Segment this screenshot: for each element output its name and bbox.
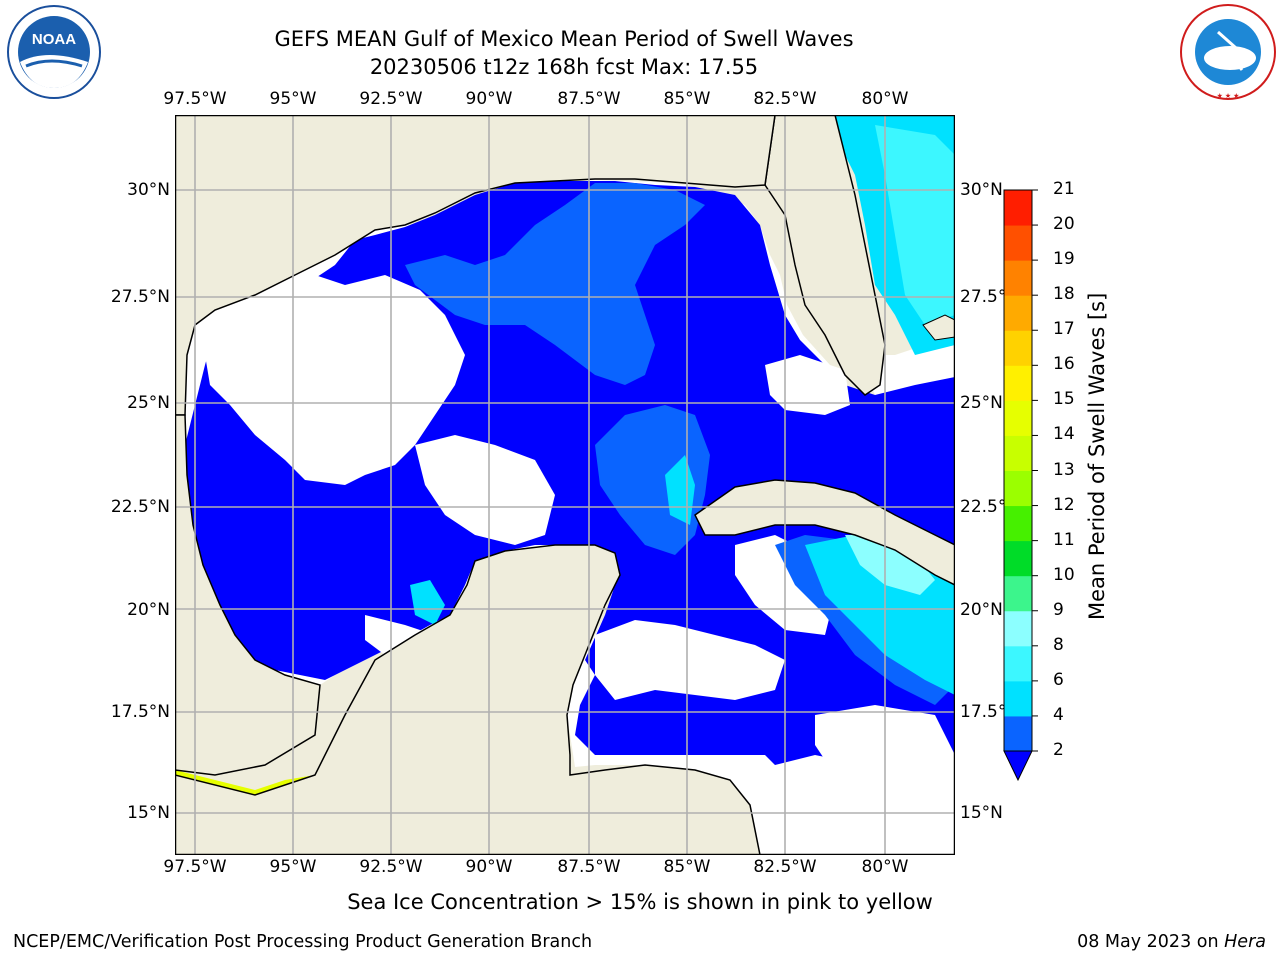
- colorbar-band: [1004, 260, 1032, 296]
- colorbar-tick-label: 8: [1053, 634, 1064, 655]
- yucatan-land: [175, 544, 761, 855]
- lat-tick-right: 15°N: [960, 803, 1003, 823]
- colorbar-band: [1004, 505, 1032, 542]
- sea-ice-note: Sea Ice Concentration > 15% is shown in …: [347, 890, 933, 914]
- nodata-patch-center: [415, 435, 555, 545]
- florida-land: [764, 115, 886, 396]
- colorbar-band: [1004, 330, 1032, 366]
- noaa-logo: NOAA: [7, 5, 101, 99]
- noaa-logo-text: NOAA: [32, 31, 76, 48]
- colorbar-tick-label: 18: [1053, 284, 1075, 305]
- colorbar-band: [1004, 190, 1032, 226]
- colorbar-tick-label: 16: [1053, 354, 1075, 375]
- lat-tick-left: 27.5°N: [110, 287, 170, 307]
- lat-tick-right: 30°N: [960, 180, 1003, 200]
- swell-field-8s-florida: [875, 125, 955, 325]
- chart-subtitle: 20230506 t12z 168h fcst Max: 17.55: [369, 55, 759, 79]
- colorbar: [1003, 189, 1038, 782]
- map-plot: [175, 115, 955, 855]
- colorbar-band: [1004, 680, 1032, 717]
- lat-tick-right: 22.5°: [960, 497, 1007, 517]
- colorbar-band: [1004, 225, 1032, 261]
- bahamas-islands: [922, 314, 955, 341]
- lon-tick-bottom: 97.5°W: [163, 857, 227, 877]
- colorbar-tick-label: 4: [1053, 704, 1064, 725]
- nodata-patch-caribbean: [595, 620, 785, 700]
- colorbar-tick-label: 9: [1053, 599, 1064, 620]
- colorbar-band: [1004, 470, 1032, 507]
- lon-tick-bottom: 80°W: [861, 857, 909, 877]
- colorbar-band: [1004, 295, 1032, 331]
- swell-field-4s: [405, 183, 705, 385]
- colorbar-label: Mean Period of Swell Waves [s]: [1085, 292, 1109, 620]
- lon-tick-top: 87.5°W: [557, 89, 621, 109]
- lon-tick-top: 97.5°W: [163, 89, 227, 109]
- colorbar-band: [1004, 400, 1032, 436]
- colorbar-band: [1004, 575, 1032, 612]
- lon-tick-bottom: 92.5°W: [359, 857, 423, 877]
- nodata-patch-floridakeys: [765, 355, 850, 415]
- colorbar-tick-label: 19: [1053, 249, 1075, 270]
- colorbar-tick-label: 14: [1053, 424, 1075, 445]
- lon-tick-top: 85°W: [663, 89, 711, 109]
- colorbar-tick-label: 12: [1053, 494, 1075, 515]
- colorbar-band: [1004, 540, 1032, 577]
- lon-tick-top: 95°W: [269, 89, 317, 109]
- lat-tick-left: 25°N: [127, 393, 170, 413]
- colorbar-band: [1004, 365, 1032, 401]
- lon-tick-bottom: 82.5°W: [753, 857, 817, 877]
- lat-tick-right: 20°N: [960, 600, 1003, 620]
- lat-tick-right: 17.5°: [960, 702, 1007, 722]
- lat-tick-left: 22.5°N: [110, 497, 170, 517]
- lon-tick-top: 82.5°W: [753, 89, 817, 109]
- colorbar-tick-label: 21: [1053, 179, 1075, 199]
- map-frame: [175, 115, 955, 855]
- lat-tick-left: 17.5°N: [110, 702, 170, 722]
- lat-tick-right: 25°N: [960, 393, 1003, 413]
- colorbar-tick-label: 15: [1053, 389, 1075, 410]
- lon-tick-top: 90°W: [465, 89, 513, 109]
- mexico-land: [175, 414, 321, 776]
- footer-left: NCEP/EMC/Verification Post Processing Pr…: [13, 932, 593, 952]
- swell-field-8s-east: [845, 535, 935, 595]
- lat-tick-left: 15°N: [127, 803, 170, 823]
- lon-tick-bottom: 87.5°W: [557, 857, 621, 877]
- nodata-patch-west: [200, 275, 465, 485]
- colorbar-band: [1004, 645, 1032, 682]
- footer-right: 08 May 2023 on Hera: [1077, 932, 1266, 952]
- lon-tick-bottom: 90°W: [465, 857, 513, 877]
- svg-text:★ ★ ★: ★ ★ ★: [1217, 92, 1240, 100]
- colorbar-tick-label: 2: [1053, 740, 1064, 760]
- lon-tick-top: 80°W: [861, 89, 909, 109]
- colorbar-tick-label: 6: [1053, 669, 1064, 690]
- colorbar-tick-label: 11: [1053, 529, 1075, 550]
- colorbar-tick-label: 13: [1053, 459, 1075, 480]
- lat-tick-right: 27.5°: [960, 287, 1007, 307]
- lon-tick-bottom: 85°W: [663, 857, 711, 877]
- lon-tick-bottom: 95°W: [269, 857, 317, 877]
- colorbar-tick-label: 17: [1053, 319, 1075, 340]
- chart-title: GEFS MEAN Gulf of Mexico Mean Period of …: [274, 27, 854, 51]
- lon-tick-top: 92.5°W: [359, 89, 423, 109]
- nws-logo: ★ ★ ★: [1180, 4, 1276, 100]
- lat-tick-left: 20°N: [127, 600, 170, 620]
- colorbar-band: [1004, 610, 1032, 647]
- colorbar-extend-triangle: [1003, 750, 1033, 782]
- lat-tick-left: 30°N: [127, 180, 170, 200]
- footer-host: Hera: [1224, 932, 1266, 952]
- colorbar-band: [1004, 715, 1032, 752]
- colorbar-tick-label: 20: [1053, 214, 1075, 235]
- colorbar-band: [1004, 435, 1032, 471]
- footer-date: 08 May 2023 on: [1077, 932, 1225, 952]
- swell-field-6s-gulf-small: [410, 580, 445, 625]
- colorbar-tick-label: 10: [1053, 564, 1075, 585]
- map-gridlines: [175, 115, 955, 855]
